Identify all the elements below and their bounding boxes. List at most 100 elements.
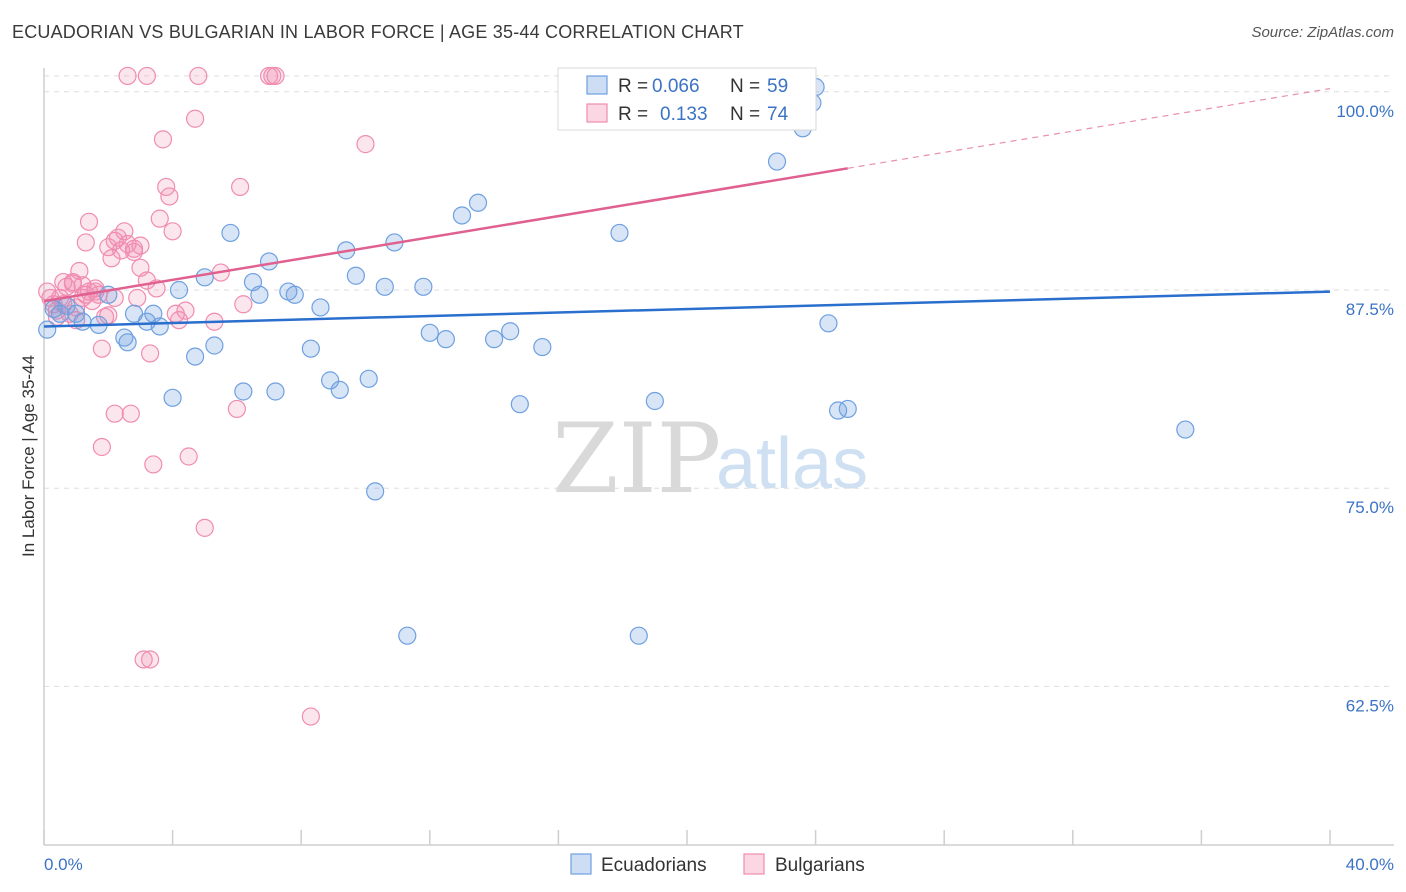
ecuadorians-point-14	[169, 280, 189, 300]
bulgarians-point-72	[124, 242, 144, 262]
bulgarians-point-55	[234, 295, 253, 314]
bulgarians-point-37	[140, 650, 160, 669]
ecuadorians-point-33	[366, 482, 385, 501]
x-tick-label-min: 0.0%	[44, 855, 83, 874]
ecuadorians-point-13	[163, 388, 182, 407]
bulgarians-point-30	[121, 404, 140, 423]
ecuadorians-point-39	[436, 330, 455, 349]
legend-swatch-bulgarians	[586, 103, 608, 123]
ecuadorians-point-54	[819, 314, 838, 333]
bulgarians-point-20	[92, 437, 111, 457]
chart-title: ECUADORIAN VS BULGARIAN IN LABOR FORCE |…	[12, 22, 744, 42]
ecuadorians-point-26	[301, 339, 320, 358]
legend-n-value-ecuadorians: 59	[767, 76, 788, 97]
bulgarians-point-53	[227, 399, 246, 419]
bulgarians-point-25	[105, 404, 124, 423]
bulgarians-point-41	[153, 130, 173, 149]
bulgarians-point-66	[137, 66, 156, 86]
ecuadorians-point-57	[1176, 420, 1195, 439]
ecuadorians-point-37	[414, 277, 433, 296]
bulgarians-point-42	[157, 177, 176, 197]
ecuadorians-point-47	[629, 626, 648, 645]
bulgarians-point-71	[54, 272, 73, 292]
y-tick-label-2: 75.0%	[1346, 498, 1394, 517]
legend-r-value-ecuadorians: 0.066	[652, 76, 700, 97]
x-tick-label-max: 40.0%	[1346, 855, 1394, 874]
y-tick-label-1: 87.5%	[1346, 300, 1394, 319]
bulgarians-point-48	[179, 447, 198, 466]
gridlines	[44, 75, 1394, 687]
ecuadorians-point-34	[375, 277, 394, 296]
bulgarians-point-47	[176, 301, 195, 320]
ecuadorians-trend-line	[43, 290, 1331, 328]
y-tick-label-0: 100.0%	[1336, 102, 1394, 121]
ecuadorians-point-29	[330, 380, 349, 399]
watermark-zip: ZIP	[552, 403, 721, 515]
bulgarians-point-60	[356, 135, 375, 154]
ecuadorians-point-48	[645, 391, 664, 411]
ecuadorians-point-22	[259, 252, 279, 271]
bulgarians-point-46	[169, 311, 189, 330]
correlation-legend: R = 0.066 N = 59 R = 0.133 N = 74	[557, 67, 817, 131]
bulgarians-points	[38, 66, 375, 726]
legend-r-value-bulgarians: 0.133	[660, 104, 708, 125]
series-legend: Ecuadorians Bulgarians	[570, 853, 865, 876]
y-tick-labels: 100.0% 87.5% 75.0% 62.5%	[1336, 102, 1394, 716]
ecuadorians-point-0	[38, 320, 57, 339]
ecuadorians-point-45	[533, 337, 552, 357]
ecuadorians-point-23	[266, 382, 285, 401]
source-label: Source: ZipAtlas.com	[1251, 24, 1394, 41]
legend-r-label-ecuadorians: R =	[618, 76, 648, 97]
ecuadorians-point-8	[118, 333, 137, 352]
ecuadorians-point-50	[767, 152, 787, 171]
ecuadorians-point-18	[221, 223, 240, 243]
bottom-legend-swatch-ecuadorians	[570, 853, 592, 875]
bulgarians-point-58	[266, 66, 285, 86]
bulgarians-point-50	[195, 518, 214, 537]
ecuadorians-point-31	[346, 266, 365, 285]
bulgarians-point-54	[231, 177, 250, 197]
ecuadorians-point-32	[359, 369, 378, 388]
bulgarians-point-38	[144, 455, 163, 474]
bottom-legend-ecuadorians: Ecuadorians	[601, 855, 707, 876]
bulgarians-point-67	[189, 66, 208, 86]
bulgarians-point-73	[131, 258, 150, 277]
bulgarians-point-36	[140, 344, 160, 363]
legend-swatch-ecuadorians	[586, 75, 608, 95]
bulgarians-point-19	[92, 339, 111, 358]
bulgarians-trend-line	[43, 167, 848, 303]
bulgarians-point-65	[118, 66, 137, 86]
bulgarians-point-43	[160, 187, 179, 206]
legend-n-value-bulgarians: 74	[767, 104, 789, 125]
ecuadorians-point-41	[468, 193, 488, 212]
ecuadorians-point-16	[195, 268, 214, 287]
ecuadorians-point-25	[285, 285, 304, 304]
bulgarians-trend-extension	[847, 88, 1331, 169]
ecuadorians-point-28	[321, 371, 340, 390]
ecuadorians-point-38	[420, 323, 439, 342]
ecuadorians-point-17	[205, 336, 224, 355]
bulgarians-point-14	[79, 212, 99, 231]
bottom-legend-bulgarians: Bulgarians	[775, 855, 865, 876]
trend-lines	[43, 88, 1331, 328]
x-ticks	[43, 830, 1331, 845]
ecuadorians-point-12	[150, 317, 169, 336]
bulgarians-point-13	[76, 233, 95, 252]
ecuadorians-points	[38, 74, 1195, 645]
ecuadorians-point-56	[838, 399, 857, 419]
axes	[43, 68, 1394, 846]
bottom-legend-swatch-bulgarians	[743, 853, 765, 875]
legend-n-label-bulgarians: N =	[730, 104, 760, 125]
ecuadorians-point-19	[234, 382, 253, 401]
ecuadorians-point-42	[485, 330, 504, 349]
legend-box	[557, 67, 817, 131]
bulgarians-point-49	[186, 109, 205, 128]
ecuadorians-point-58	[44, 299, 63, 319]
ecuadorians-point-43	[501, 322, 520, 341]
ecuadorians-point-44	[510, 395, 529, 414]
bulgarians-point-32	[128, 288, 147, 308]
watermark-atlas: atlas	[716, 424, 868, 504]
bulgarians-point-59	[301, 707, 320, 726]
ecuadorians-point-4	[73, 312, 92, 331]
